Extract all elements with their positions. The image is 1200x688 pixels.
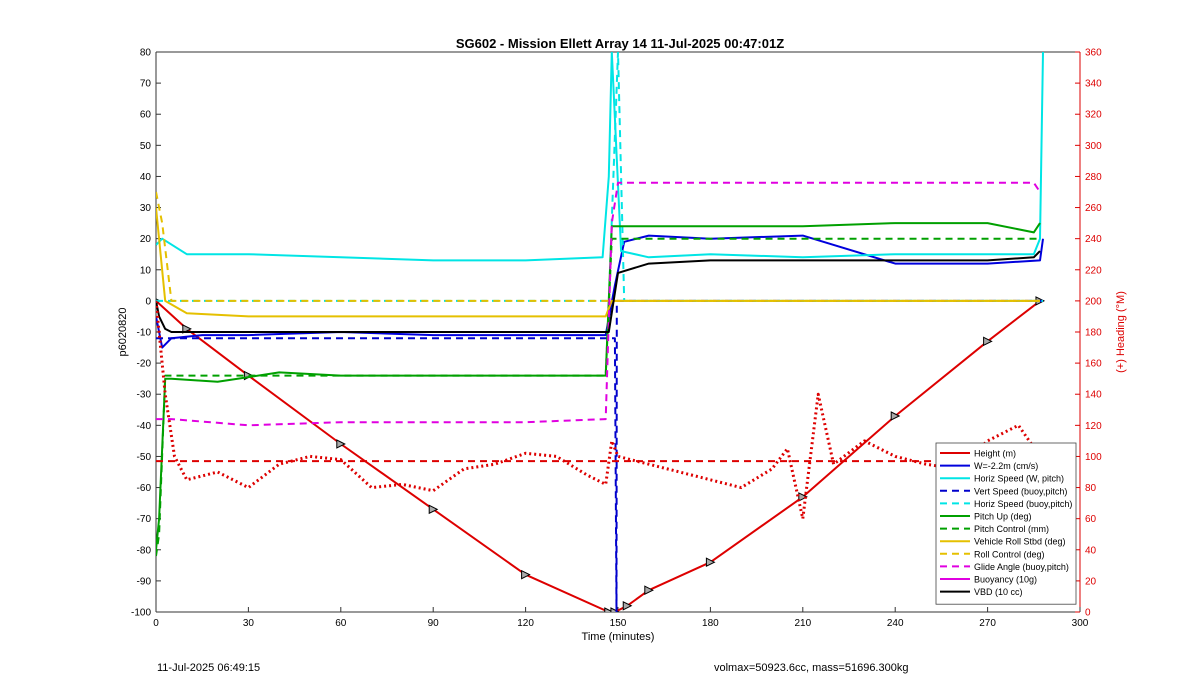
x-tick-label: 60 (335, 618, 347, 629)
series-marker-0 (336, 439, 346, 449)
legend-label: Height (m) (974, 449, 1016, 459)
y-left-tick-label: -20 (137, 359, 152, 370)
legend-label: Horiz Speed (buoy,pitch) (974, 499, 1072, 509)
y-right-tick-label: 220 (1085, 265, 1102, 276)
y-right-tick-label: 180 (1085, 328, 1102, 339)
y-left-tick-label: -100 (131, 608, 151, 619)
y-left-tick-label: -60 (137, 483, 152, 494)
series-line-6 (156, 237, 1040, 557)
legend-label: W=-2.2m (cm/s) (974, 461, 1038, 471)
y-right-tick-label: 340 (1085, 79, 1102, 90)
x-tick-label: 180 (702, 618, 719, 629)
y-left-tick-label: -50 (137, 452, 152, 463)
y-left-tick-label: 70 (140, 79, 152, 90)
y-right-tick-label: 40 (1085, 545, 1097, 556)
series-marker-0 (890, 411, 901, 421)
y-right-tick-label: 280 (1085, 172, 1102, 183)
y-left-tick-label: 0 (145, 296, 151, 307)
series-marker-0 (798, 492, 808, 502)
y-right-tick-label: 240 (1085, 234, 1102, 245)
x-tick-label: 270 (979, 618, 996, 629)
series-line-9 (156, 181, 1041, 427)
y-left-tick-label: 60 (140, 110, 152, 121)
legend-label: Vehicle Roll Stbd (deg) (974, 537, 1066, 547)
series-line-11 (156, 250, 1041, 333)
y-right-tick-label: 260 (1085, 203, 1102, 214)
y-right-tick-label: 320 (1085, 110, 1102, 121)
legend-label: Buoyancy (10g) (974, 575, 1037, 585)
legend-label: VBD (10 cc) (974, 587, 1023, 597)
series-line-2 (156, 52, 1044, 262)
y-left-tick-label: 10 (140, 265, 152, 276)
legend-label: Pitch Up (deg) (974, 512, 1032, 522)
footer-timestamp: 11-Jul-2025 06:49:15 (157, 662, 261, 674)
x-tick-label: 300 (1072, 618, 1089, 629)
x-tick-label: 120 (517, 618, 534, 629)
legend-label: Glide Angle (buoy,pitch) (974, 562, 1069, 572)
y-left-tick-label: 50 (140, 141, 152, 152)
series-marker-0 (521, 569, 531, 580)
series-marker-0 (182, 324, 192, 334)
legend-label: Vert Speed (buoy,pitch) (974, 486, 1067, 496)
series-marker-0 (705, 557, 716, 568)
y-right-tick-label: 120 (1085, 421, 1102, 432)
series-marker-0 (428, 504, 439, 515)
y-right-tick-label: 0 (1085, 608, 1091, 619)
y-right-tick-label: 360 (1085, 48, 1102, 59)
series-line-7 (156, 207, 1040, 318)
legend-box (935, 442, 1077, 605)
series-line-1 (156, 234, 1044, 349)
x-tick-label: 0 (153, 618, 159, 629)
y-right-tick-label: 140 (1085, 390, 1102, 401)
y-left-tick-label: -30 (137, 390, 152, 401)
y-left-axis-label: p6020820 (117, 308, 129, 357)
series-line-0 (156, 300, 1041, 612)
series-marker-0 (622, 600, 633, 611)
chart-title: SG602 - Mission Ellett Array 14 11-Jul-2… (455, 36, 785, 51)
series-line-12 (156, 300, 1042, 521)
x-axis-label: Time (minutes) (582, 631, 655, 643)
y-left-tick-label: -90 (137, 576, 152, 587)
series-line-8 (156, 191, 1040, 302)
y-right-tick-label: 300 (1085, 141, 1102, 152)
y-right-tick-label: 60 (1085, 514, 1097, 525)
y-right-tick-label: 200 (1085, 296, 1102, 307)
y-left-tick-label: 80 (140, 48, 152, 59)
y-left-tick-label: -80 (137, 545, 152, 556)
legend-label: Roll Control (deg) (974, 549, 1045, 559)
x-tick-label: 240 (887, 618, 904, 629)
y-right-tick-label: 20 (1085, 576, 1097, 587)
y-right-tick-label: 100 (1085, 452, 1102, 463)
y-left-tick-label: 40 (140, 172, 152, 183)
x-tick-label: 90 (428, 618, 440, 629)
y-right-axis-label: (+) Heading (°M) (1115, 291, 1127, 373)
x-tick-label: 30 (243, 618, 255, 629)
plot-area (156, 52, 1046, 612)
series-line-5 (156, 222, 1041, 550)
y-left-tick-label: 30 (140, 203, 152, 214)
y-left-tick-label: -70 (137, 514, 152, 525)
y-right-tick-label: 160 (1085, 359, 1102, 370)
y-left-tick-label: -40 (137, 421, 152, 432)
series-marker-0 (644, 585, 654, 596)
series-marker-0 (983, 336, 993, 347)
footer-stats: volmax=50923.6cc, mass=51696.300kg (714, 662, 909, 674)
y-left-tick-label: -10 (137, 328, 152, 339)
x-tick-label: 210 (794, 618, 811, 629)
series-line-3 (156, 299, 1043, 612)
legend-label: Horiz Speed (W, pitch) (974, 474, 1064, 484)
y-left-tick-label: 20 (140, 234, 152, 245)
x-tick-label: 150 (610, 618, 627, 629)
legend-label: Pitch Control (mm) (974, 524, 1049, 534)
y-right-tick-label: 80 (1085, 483, 1097, 494)
